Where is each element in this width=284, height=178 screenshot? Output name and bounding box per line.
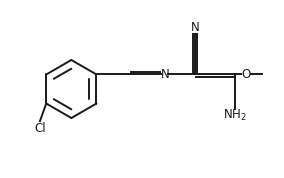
Text: O: O: [241, 68, 250, 81]
Text: N: N: [161, 68, 170, 81]
Text: NH$_2$: NH$_2$: [223, 108, 247, 123]
Text: Cl: Cl: [34, 122, 46, 135]
Text: N: N: [191, 21, 199, 34]
